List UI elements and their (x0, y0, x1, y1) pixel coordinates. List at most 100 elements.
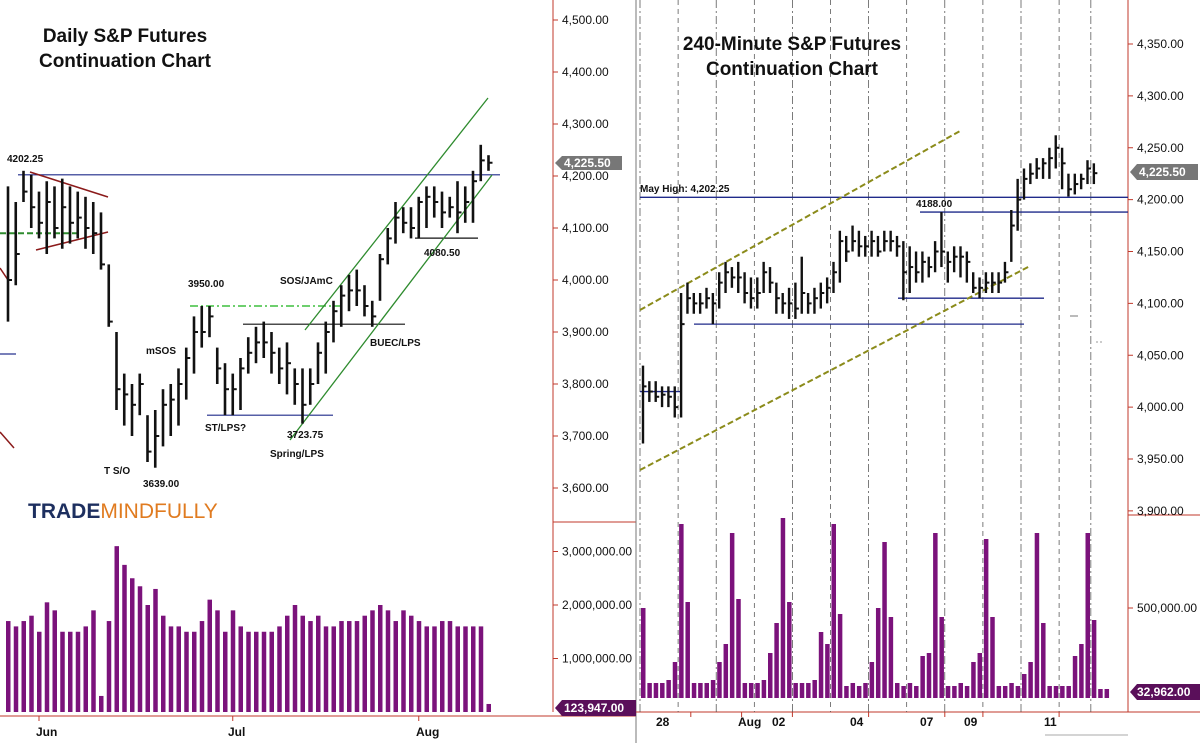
left-volume-bar (29, 615, 34, 712)
right-volume-tick-label: 500,000.00 (1137, 601, 1197, 615)
left-volume-bar (21, 621, 26, 712)
left-y-tick-label: 3,700.00 (562, 429, 609, 443)
left-volume-bar (199, 621, 205, 712)
left-annotation: T S/O (104, 466, 130, 477)
left-edge-red-upper (0, 267, 9, 281)
right-volume-bar (850, 683, 856, 698)
right-volume-bar (1047, 686, 1052, 698)
right-volume-bar (1066, 686, 1071, 698)
right-volume-bar (926, 653, 932, 698)
right-volume-bar (1085, 533, 1090, 698)
right-volume-bar (742, 683, 748, 698)
right-title-line2: Continuation Chart (705, 59, 879, 80)
right-volume-bar (787, 602, 792, 698)
right-volume-bar (895, 683, 900, 698)
left-volume-bar (60, 631, 65, 712)
right-volume-bar (933, 533, 938, 698)
right-volume-bar (964, 686, 970, 698)
left-volume-bar (370, 610, 375, 712)
right-volume-bar (1002, 686, 1008, 698)
left-x-tick-label: Jun (36, 725, 57, 739)
left-y-tick-label: 3,600.00 (562, 481, 609, 495)
left-volume-bar (145, 605, 150, 712)
right-volume-bar (920, 656, 925, 698)
right-x-tick-label: Aug (738, 715, 761, 729)
left-y-tick-label: 3,900.00 (562, 325, 609, 339)
right-volume-bar (901, 686, 906, 698)
right-chart-title: 240-Minute S&P Futures Continuation Char… (672, 32, 912, 82)
right-volume-bar (761, 680, 767, 698)
right-volume-bar (907, 683, 913, 698)
left-price-badge-bg (555, 156, 622, 170)
right-volume-bar (945, 686, 951, 698)
right-x-tick-label: 11 (1044, 715, 1057, 729)
right-annotation: May High: 4,202.25 (640, 184, 730, 195)
right-y-tick-label: 4,100.00 (1137, 296, 1184, 310)
left-volume-bar (300, 615, 305, 712)
left-volume-bar (52, 610, 57, 712)
left-volume-bar (37, 631, 42, 712)
right-volume-bar (1022, 674, 1027, 698)
left-channel-lower (289, 174, 493, 441)
left-volume-bar (106, 621, 112, 712)
left-volume-bar (6, 621, 11, 712)
left-volume-bar (354, 621, 360, 712)
right-volume-bar (869, 662, 875, 698)
left-title-line2: Continuation Chart (38, 51, 212, 72)
right-volume-bar (818, 632, 824, 698)
left-volume-bar (378, 605, 383, 712)
left-x-tick-label: Jul (228, 725, 245, 739)
right-volume-bar (685, 602, 690, 698)
left-volume-bar (223, 631, 228, 712)
left-volume-bar (246, 631, 251, 712)
left-y-tick-label: 3,800.00 (562, 377, 609, 391)
right-volume-bar (698, 683, 703, 698)
left-volume-bar (192, 631, 197, 712)
left-volume-bar (292, 605, 298, 712)
left-triangle-upper (29, 171, 109, 198)
left-y-tick-label: 4,000.00 (562, 273, 609, 287)
trade-mindfully-logo: TRADEMINDFULLY (28, 500, 218, 524)
right-volume-bar (882, 542, 887, 698)
left-volume-tick-label: 2,000,000.00 (562, 598, 632, 612)
left-annotation: 4202.25 (7, 154, 44, 165)
left-annotation: 3723.75 (287, 430, 324, 441)
right-y-tick-label: 4,000.00 (1137, 400, 1184, 414)
right-x-tick-label: 28 (656, 715, 670, 729)
right-volume-bar (704, 683, 709, 698)
right-volume-bar (977, 653, 983, 698)
right-volume-bar (723, 644, 729, 698)
left-volume-bar (277, 626, 282, 712)
left-volume-bar (316, 615, 321, 712)
left-volume-bar (215, 610, 220, 712)
left-volume-bar (261, 631, 267, 712)
right-volume-bar (799, 683, 805, 698)
left-y-tick-label: 4,200.00 (562, 169, 609, 183)
left-annotation: BUEC/LPS (370, 338, 421, 349)
right-volume-bar (1079, 644, 1084, 698)
left-volume-bar (168, 626, 174, 712)
right-volume-bar (939, 617, 944, 698)
left-volume-bar (114, 546, 119, 712)
right-volume-bar (1060, 686, 1065, 698)
left-y-tick-label: 4,400.00 (562, 65, 609, 79)
left-volume-bar (463, 626, 468, 712)
left-volume-bar (308, 621, 313, 712)
right-volume-bar (952, 686, 957, 698)
left-volume-bar (424, 626, 429, 712)
right-volume-bar (1091, 620, 1097, 698)
right-volume-badge-bg (1130, 684, 1200, 700)
left-volume-bar (68, 631, 73, 712)
left-volume-bar (238, 626, 243, 712)
right-volume-bar (691, 683, 697, 698)
right-price-badge-bg (1130, 164, 1198, 180)
left-annotation: 3950.00 (188, 279, 225, 290)
right-annotation: 4188.00 (916, 199, 953, 210)
left-volume-bar (13, 626, 19, 712)
left-volume-bar (44, 602, 50, 712)
left-volume-bar (91, 610, 96, 712)
right-volume-bar (958, 683, 963, 698)
right-x-tick-label: 04 (850, 715, 864, 729)
left-volume-bar (130, 578, 135, 712)
left-volume-bar (362, 615, 367, 712)
